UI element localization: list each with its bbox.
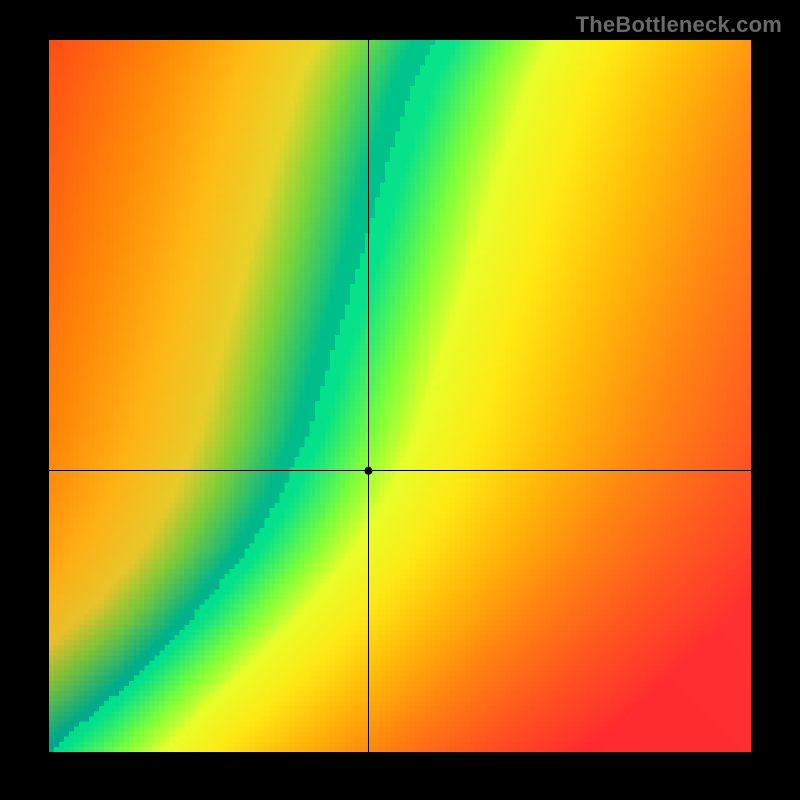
- root: TheBottleneck.com: [0, 0, 800, 800]
- watermark-text: TheBottleneck.com: [576, 12, 782, 38]
- marker-dot: [364, 467, 372, 475]
- marker-layer: [0, 0, 800, 800]
